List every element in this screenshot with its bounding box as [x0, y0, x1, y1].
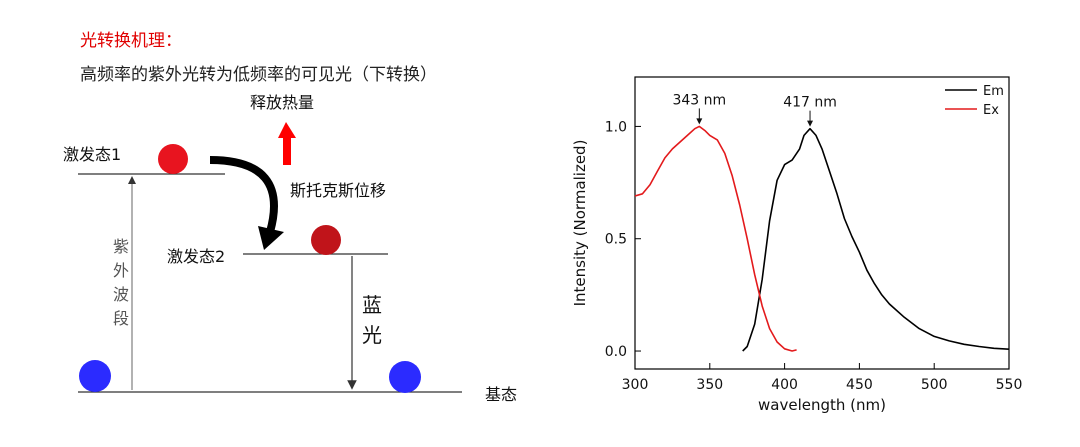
stokes-shift-label: 斯托克斯位移: [290, 181, 386, 200]
series-line-ex: [634, 125, 797, 352]
y-axis-label: Intensity (Normalized): [571, 140, 589, 307]
peak-annotation-label: 343 nm: [672, 92, 726, 108]
stokes-shift-arrow: [209, 156, 278, 234]
blue-light-label-char: 蓝: [362, 293, 382, 317]
y-tick-label: 1.0: [605, 119, 627, 135]
uv-band-label-char: 段: [113, 309, 129, 328]
legend-label-ex: Ex: [983, 103, 999, 118]
series-line-em: [742, 127, 1010, 352]
x-tick-label: 500: [921, 377, 948, 393]
x-tick-label: 350: [696, 377, 723, 393]
uv-band-label-char: 紫: [113, 237, 129, 256]
excited2-label: 激发态2: [167, 247, 225, 266]
x-tick-label: 400: [771, 377, 798, 393]
spectrum-chart-svg: 300 350 400 450 500 550 0.0 0.5 1.0 343 nm 417 nm…: [571, 76, 1023, 414]
heat-release-arrow: [278, 122, 296, 165]
energy-level-svg: 释放热量 激发态1 激发态2 基态 斯托克斯位移 紫 外 波 段 蓝 光: [63, 93, 517, 404]
electron-excited2: [311, 225, 341, 255]
blue-light-label-char: 光: [362, 323, 382, 347]
uv-band-label-char: 外: [113, 261, 129, 280]
y-tick-label: 0.0: [605, 344, 627, 360]
x-tick-label: 300: [622, 377, 649, 393]
peak-annotation-label: 417 nm: [783, 95, 837, 111]
x-axis-label: wavelength (nm): [758, 396, 886, 414]
peak-annotation-arrowhead: [696, 118, 703, 125]
heat-label: 释放热量: [250, 93, 314, 112]
plot-frame: [634, 76, 1010, 370]
stokes-shift-arrowhead: [258, 226, 284, 250]
uv-band-label-char: 波: [113, 285, 129, 304]
electron-excited1: [158, 144, 188, 174]
energy-level-diagram-panel: 光转换机理： 高频率的紫外光转为低频率的可见光（下转换） 释放热量 激发态1 激…: [63, 31, 517, 404]
legend-label-em: Em: [983, 84, 1004, 99]
diagram-subtitle: 高频率的紫外光转为低频率的可见光（下转换）: [80, 65, 437, 85]
diagram-title: 光转换机理：: [80, 31, 182, 51]
x-tick-label: 450: [846, 377, 873, 393]
electron-ground-left: [79, 360, 111, 392]
y-tick-label: 0.5: [605, 232, 627, 248]
x-tick-label: 550: [996, 377, 1023, 393]
peak-annotation-arrowhead: [807, 120, 814, 127]
ground-label: 基态: [485, 385, 517, 404]
electron-ground-right: [389, 361, 421, 393]
excited1-label: 激发态1: [63, 145, 121, 164]
spectrum-chart-panel: 300 350 400 450 500 550 0.0 0.5 1.0 343 nm 417 nm…: [540, 0, 1080, 447]
